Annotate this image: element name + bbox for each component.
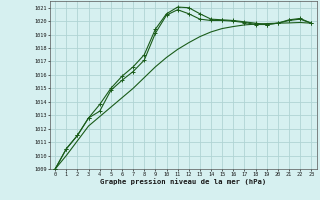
X-axis label: Graphe pression niveau de la mer (hPa): Graphe pression niveau de la mer (hPa) (100, 178, 266, 185)
